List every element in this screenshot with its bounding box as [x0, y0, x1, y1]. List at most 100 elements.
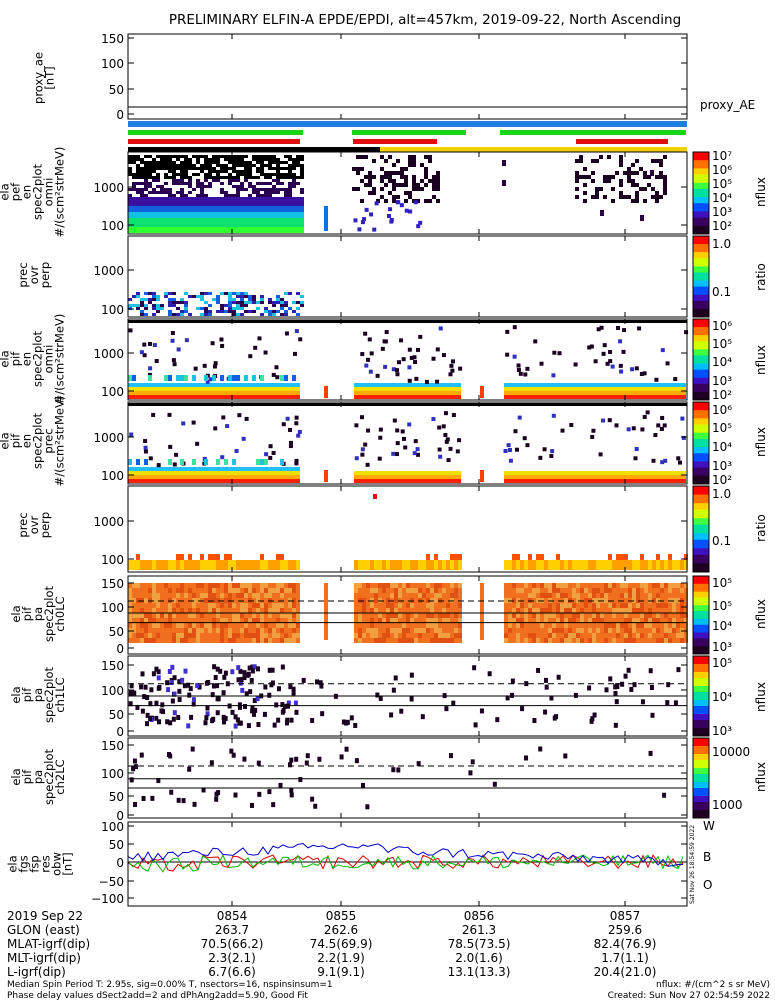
pa-pixel — [568, 588, 572, 593]
pa-pixel — [200, 588, 204, 593]
pa-pixel — [512, 638, 516, 643]
pa-pixel — [648, 750, 653, 756]
flux-pixel — [156, 218, 160, 221]
flux-pixel — [252, 227, 256, 230]
ephem-row-label: 2019 Sep 22 — [7, 909, 83, 923]
flux-pixel — [128, 170, 132, 173]
flux-pixel — [248, 218, 252, 221]
pa-pixel — [556, 618, 560, 623]
pa-pixel — [272, 593, 276, 598]
colorbar-ela_pif_ch1-swatch — [693, 662, 709, 665]
flux-pixel — [176, 218, 180, 221]
pa-pixel — [286, 703, 291, 709]
pa-pixel — [524, 593, 528, 598]
pa-pixel — [204, 618, 208, 623]
ratio-pixel — [176, 554, 180, 560]
flux-pixel — [360, 352, 365, 357]
y-tick-label: 1000 — [93, 515, 124, 529]
flux-pixel — [384, 171, 388, 175]
pa-pixel — [402, 588, 406, 593]
pa-pixel — [600, 628, 604, 633]
colorbar-ela_pif_ratio-swatch — [693, 509, 709, 513]
pa-pixel — [652, 593, 656, 598]
colorbar-tick-label: 10² — [712, 473, 732, 487]
colorbar-ela_pif_ch2-swatch — [693, 816, 709, 819]
colorbar-ela_pif_ch2-swatch — [693, 758, 709, 761]
ratio-pixel — [136, 554, 140, 560]
pa-pixel — [220, 588, 224, 593]
flux-pixel — [446, 458, 451, 463]
flux-pixel — [184, 170, 188, 173]
flux-pixel — [200, 209, 204, 212]
flux-pixel — [284, 203, 288, 206]
colorbar-ela_pif_ratio-swatch — [693, 486, 709, 489]
pa-pixel — [664, 623, 668, 628]
pa-pixel — [196, 623, 200, 628]
flux-pixel — [180, 215, 184, 218]
ratio-pixel — [168, 298, 172, 301]
pa-pixel — [176, 603, 180, 608]
flux-pixel — [392, 163, 396, 167]
colorbar-ela_pif_ch0-swatch — [693, 593, 709, 596]
flux-pixel — [164, 182, 168, 185]
flux-pixel — [408, 159, 412, 163]
pa-pixel — [584, 583, 588, 588]
colorbar-ela_pif_ratio-swatch — [693, 522, 709, 526]
flux-pixel — [518, 371, 523, 376]
pa-pixel — [592, 712, 597, 718]
colorbar-ela_pif_prec-swatch — [693, 445, 709, 448]
flux-pixel — [148, 227, 152, 230]
pa-pixel — [422, 588, 426, 593]
flux-pixel — [384, 175, 388, 179]
y-axis-label-line: pif — [20, 687, 34, 702]
pa-pixel — [204, 593, 208, 598]
pa-pixel — [394, 593, 398, 598]
flux-pixel — [184, 338, 189, 343]
flux-pixel — [172, 200, 176, 203]
flux-pixel — [400, 183, 404, 187]
flux-pixel — [651, 159, 655, 163]
pa-pixel — [264, 598, 268, 603]
pa-pixel — [393, 675, 398, 681]
pa-pixel — [362, 613, 366, 618]
colorbar-ela_pif_omni-swatch — [693, 383, 709, 387]
pa-pixel — [600, 623, 604, 628]
y-axis-label-line: omni — [42, 345, 56, 374]
pa-pixel — [358, 633, 362, 638]
flux-pixel — [152, 161, 156, 164]
flux-pixel — [272, 224, 276, 227]
flux-pixel — [212, 158, 216, 161]
pa-pixel — [656, 603, 660, 608]
colorbar-ela_pif_ratio-swatch — [693, 494, 709, 498]
flux-pixel — [236, 185, 240, 188]
ratio-pixel — [418, 560, 422, 570]
flux-pixel — [240, 215, 244, 218]
flux-pixel — [618, 363, 623, 368]
flux-pixel — [681, 435, 686, 440]
flux-pixel — [212, 167, 216, 170]
flux-pixel — [180, 164, 184, 167]
pa-pixel — [256, 618, 260, 623]
pa-pixel — [148, 628, 152, 633]
pa-pixel — [168, 628, 172, 633]
flux-pixel — [356, 171, 360, 175]
ratio-pixel — [616, 560, 620, 570]
ratio-pixel — [516, 554, 520, 560]
colorbar-ela_pif_ch1-swatch — [693, 706, 709, 709]
colorbar-ela_pif_prec-swatch — [693, 465, 709, 469]
pa-pixel — [608, 638, 612, 643]
y-axis-label-line: fgs — [17, 855, 31, 872]
colorbar-ela_pef_ratio-swatch — [693, 290, 709, 294]
pa-pixel — [228, 638, 232, 643]
flux-pixel — [196, 155, 200, 158]
flux-pixel — [575, 187, 579, 191]
flux-pixel — [551, 413, 556, 418]
pa-pixel — [172, 608, 176, 613]
flux-pixel — [396, 195, 400, 199]
ratio-pixel — [152, 313, 156, 316]
ephem-value: 263.7 — [215, 923, 249, 937]
y-axis-label: elapifpaspec2plotch0LC — [9, 585, 67, 642]
pa-pixel — [236, 583, 240, 588]
flux-pixel — [268, 209, 272, 212]
flux-pixel — [168, 176, 172, 179]
